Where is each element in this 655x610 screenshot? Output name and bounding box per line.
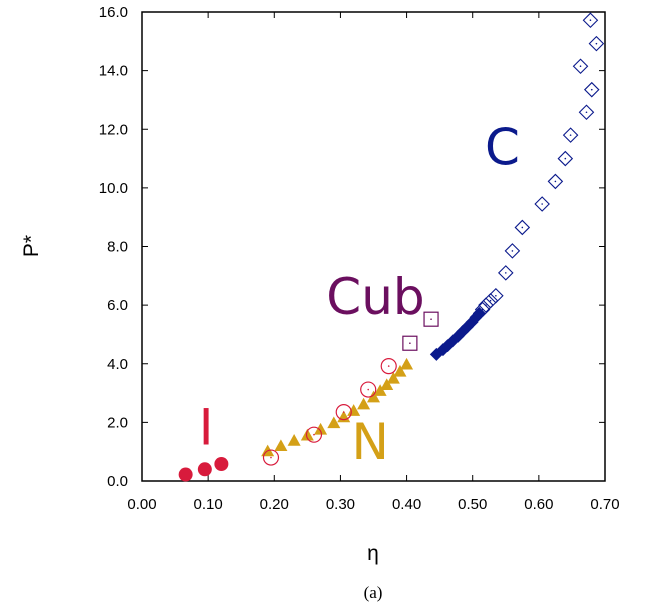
x-tick-label: 0.00 <box>127 496 156 513</box>
region-label: C <box>485 118 520 176</box>
data-point-open-circle <box>262 449 280 466</box>
y-tick-label: 12.0 <box>99 121 128 138</box>
data-point-center-dot <box>313 433 315 436</box>
data-point-open-diamond <box>474 301 491 318</box>
data-point-open-diamond <box>557 150 574 167</box>
data-point-center-dot <box>590 88 593 91</box>
region-labels: I N Cub C <box>199 118 520 471</box>
x-tick-label: 0.50 <box>458 496 487 513</box>
data-point-center-dot <box>495 294 497 297</box>
data-point-center-dot <box>554 180 557 183</box>
data-point-open-diamond <box>583 81 600 98</box>
y-tick-label: 0.0 <box>107 473 128 490</box>
data-point-open-circle <box>360 381 377 398</box>
data-point-center-dot <box>270 456 272 459</box>
data-point-filled-triangle <box>393 364 407 377</box>
figure-caption: (a) <box>364 583 383 602</box>
data-point-center-dot <box>430 318 432 320</box>
data-point-center-dot <box>589 19 592 22</box>
data-point-filled-circle <box>214 456 229 471</box>
data-point-open-circle <box>335 404 352 421</box>
data-point-open-diamond <box>514 219 531 236</box>
region-label: I <box>199 398 214 456</box>
data-point-filled-triangle <box>357 397 371 410</box>
data-point-filled-triangle <box>380 378 394 391</box>
data-point-filled-circle <box>178 467 193 482</box>
data-point-open-circle <box>305 426 323 443</box>
data-point-filled-triangle <box>287 434 301 446</box>
y-tick-label: 10.0 <box>99 180 128 197</box>
data-point-open-square <box>423 311 439 327</box>
x-tick-label: 0.40 <box>392 496 421 513</box>
data-point-filled-triangle <box>367 390 380 403</box>
data-point-open-diamond <box>504 243 521 259</box>
data-point-filled-triangle <box>274 439 288 452</box>
data-point-open-diamond <box>488 287 504 304</box>
y-tick-label: 16.0 <box>99 4 128 21</box>
data-point-filled-triangle <box>400 357 414 370</box>
data-point-center-dot <box>504 272 507 274</box>
y-tick-label: 6.0 <box>107 297 128 314</box>
data-point-open-diamond <box>534 196 550 212</box>
data-point-center-dot <box>342 411 345 413</box>
x-axis-label: η <box>367 542 379 565</box>
data-point-center-dot <box>521 226 524 229</box>
data-point-center-dot <box>569 134 572 136</box>
data-point-center-dot <box>367 388 370 391</box>
data-point-open-diamond <box>572 58 589 75</box>
x-tick-label: 0.60 <box>524 496 553 513</box>
y-axis-label: P* <box>20 235 43 257</box>
data-point-open-diamond <box>482 292 499 309</box>
x-tick-label: 0.20 <box>260 496 289 513</box>
data-point-open-square <box>402 335 418 351</box>
data-point-center-dot <box>595 42 598 45</box>
data-point-center-dot <box>511 250 514 252</box>
data-point-center-dot <box>541 203 543 205</box>
data-point-open-diamond <box>478 297 494 313</box>
data-point-open-circle <box>380 357 397 375</box>
y-tick-label: 8.0 <box>107 239 128 256</box>
y-tick-label: 2.0 <box>107 414 128 431</box>
data-point-filled-triangle <box>314 422 328 435</box>
data-point-filled-triangle <box>373 384 387 396</box>
x-tick-label: 0.30 <box>326 496 355 513</box>
data-point-open-diamond <box>582 12 599 28</box>
axis-ticks: 0.00 0.10 0.20 0.30 0.40 0.50 0.60 0.70 0.0 2.0 4.… <box>99 4 620 513</box>
data-point-open-diamond <box>547 173 564 190</box>
data-point-center-dot <box>579 65 582 68</box>
data-point-filled-circle <box>197 462 212 477</box>
data-point-center-dot <box>485 304 487 306</box>
data-point-center-dot <box>585 111 588 114</box>
data-marks <box>178 12 605 482</box>
data-point-filled-triangle <box>347 404 361 416</box>
region-label: Cub <box>326 268 424 326</box>
data-point-open-diamond <box>588 35 605 52</box>
data-point-open-diamond <box>578 104 595 121</box>
data-point-filled-triangle <box>327 416 341 429</box>
data-point-open-diamond <box>562 127 579 143</box>
data-point-center-dot <box>564 157 567 160</box>
x-tick-label: 0.70 <box>590 496 619 513</box>
y-tick-label: 14.0 <box>99 63 128 80</box>
data-point-filled-triangle <box>386 371 400 384</box>
x-tick-label: 0.10 <box>194 496 223 513</box>
data-point-center-dot <box>409 342 411 345</box>
y-tick-label: 4.0 <box>107 356 128 373</box>
region-label: N <box>351 413 388 471</box>
data-point-filled-triangle <box>300 428 314 441</box>
data-point-center-dot <box>489 299 492 302</box>
data-point-center-dot <box>387 365 390 367</box>
data-point-open-diamond <box>498 265 514 281</box>
